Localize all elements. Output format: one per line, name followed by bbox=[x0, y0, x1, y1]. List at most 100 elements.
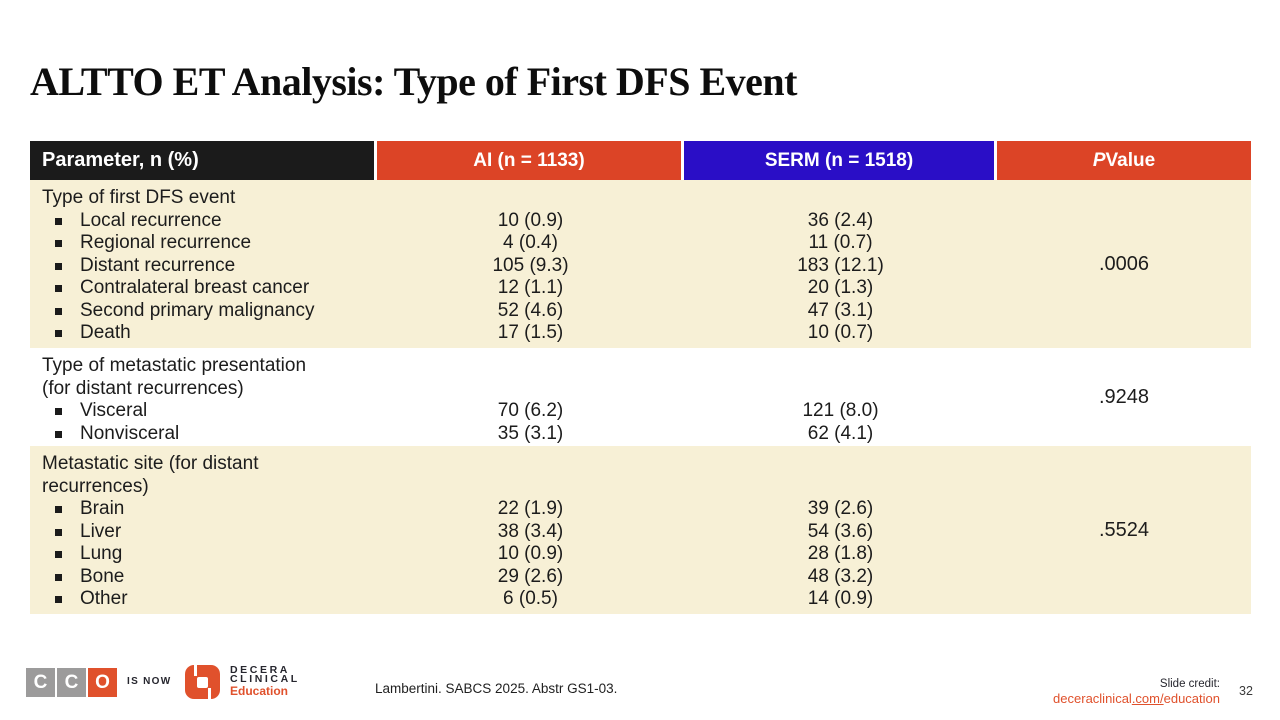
cell-value: 17 (1.5) bbox=[497, 322, 564, 343]
bullet-icon bbox=[55, 262, 62, 270]
cell-value: 39 (2.6) bbox=[807, 498, 874, 519]
bullet-icon bbox=[55, 285, 62, 292]
decera-wordmark: DECERA CLINICAL Education bbox=[230, 664, 300, 698]
row-item: Contralateral breast cancer bbox=[42, 277, 369, 300]
p-value-cell: .5524 bbox=[997, 446, 1251, 614]
row-item-label: Death bbox=[80, 322, 131, 343]
value-spacer bbox=[684, 187, 997, 210]
cell-value: 6 (0.5) bbox=[503, 588, 558, 609]
row-item: Regional recurrence bbox=[42, 232, 369, 255]
row-item-label: Nonvisceral bbox=[80, 422, 180, 444]
table-row: Type of metastatic presentation (for dist… bbox=[30, 348, 1251, 446]
is-now-label: IS NOW bbox=[127, 676, 172, 687]
slide-credit-label: Slide credit: bbox=[1159, 678, 1220, 690]
cell-value: 4 (0.4) bbox=[503, 232, 558, 253]
cell-value: 183 (12.1) bbox=[797, 254, 884, 276]
cell-value: 54 (3.6) bbox=[807, 520, 874, 542]
bullet-icon bbox=[55, 596, 62, 603]
p-value: .5524 bbox=[1098, 518, 1150, 541]
slide-credit: Slide credit: deceraclinical.com/educati… bbox=[1053, 678, 1220, 706]
cell-value: 121 (8.0) bbox=[802, 400, 879, 421]
decera-line3: Education bbox=[230, 684, 289, 698]
bullet-icon bbox=[55, 307, 62, 315]
decera-line2: CLINICAL bbox=[230, 673, 300, 685]
decera-line1: DECERA bbox=[230, 664, 290, 676]
slide-credit-link[interactable]: deceraclinical.com/education bbox=[1053, 691, 1220, 706]
cell-value: 52 (4.6) bbox=[497, 299, 564, 321]
row-item: Bone bbox=[42, 566, 369, 589]
table-body: Type of first DFS event Local recurrence R… bbox=[30, 180, 1251, 614]
table-row: Metastatic site (for distant recurrences)… bbox=[30, 446, 1251, 614]
row-item: Visceral bbox=[42, 400, 369, 423]
row-item-label: Visceral bbox=[80, 400, 148, 421]
cell-value: 20 (1.3) bbox=[807, 277, 874, 298]
row-item-label: Other bbox=[80, 588, 128, 609]
p-value-rest: Value bbox=[1105, 149, 1156, 171]
row-item-label: Brain bbox=[80, 498, 125, 519]
row-item-label: Local recurrence bbox=[80, 209, 222, 231]
row-item: Other bbox=[42, 588, 369, 611]
cell-value: 35 (3.1) bbox=[497, 422, 564, 444]
cco-letter-o: O bbox=[88, 668, 117, 697]
row-item-label: Second primary malignancy bbox=[80, 299, 315, 321]
row-group-label: (for distant recurrences) bbox=[42, 377, 244, 399]
cell-value: 22 (1.9) bbox=[497, 498, 564, 519]
row-item: Lung bbox=[42, 543, 369, 566]
cco-logo: C C O bbox=[26, 668, 117, 697]
row-item: Brain bbox=[42, 498, 369, 521]
data-table: Parameter, n (%) AI (n = 1133) SERM (n =… bbox=[30, 141, 1251, 614]
page-number: 32 bbox=[1239, 684, 1253, 698]
header-ai: AI (n = 1133) bbox=[377, 141, 684, 180]
row-parameter-cell: Type of first DFS event Local recurrence R… bbox=[30, 180, 377, 348]
bullet-icon bbox=[55, 217, 62, 225]
cco-letter-c2: C bbox=[57, 668, 86, 697]
row-item: Second primary malignancy bbox=[42, 300, 369, 323]
row-item-label: Liver bbox=[80, 520, 122, 542]
serm-values-cell: 39 (2.6) 54 (3.6) 28 (1.8) 48 (3.2) 14 (0.9) bbox=[684, 446, 997, 614]
row-item-label: Distant recurrence bbox=[80, 254, 236, 276]
ai-values-cell: 22 (1.9) 38 (3.4) 10 (0.9) 29 (2.6) 6 (0.5) bbox=[377, 446, 684, 614]
bullet-icon bbox=[55, 506, 62, 513]
ai-values-cell: 70 (6.2) 35 (3.1) bbox=[377, 348, 684, 446]
p-value-cell: .0006 bbox=[997, 180, 1251, 348]
row-group-label: Metastatic site (for distant bbox=[42, 453, 259, 474]
row-group-label: Type of metastatic presentation bbox=[42, 355, 307, 376]
decera-logo-slit bbox=[208, 688, 211, 699]
cell-value: 11 (0.7) bbox=[808, 232, 873, 253]
cell-value: 70 (6.2) bbox=[497, 400, 564, 421]
ai-values-cell: 10 (0.9) 4 (0.4) 105 (9.3) 12 (1.1) 52 (4.6)… bbox=[377, 180, 684, 348]
decera-logo-slit bbox=[194, 665, 197, 676]
p-value: .0006 bbox=[1098, 252, 1150, 275]
cell-value: 10 (0.7) bbox=[807, 322, 874, 343]
row-item: Distant recurrence bbox=[42, 255, 369, 278]
serm-values-cell: 36 (2.4) 11 (0.7) 183 (12.1) 20 (1.3) 47 (3.… bbox=[684, 180, 997, 348]
bullet-icon bbox=[55, 330, 62, 337]
value-spacer bbox=[377, 187, 684, 210]
bullet-icon bbox=[55, 551, 62, 558]
cco-letter-c1: C bbox=[26, 668, 55, 697]
row-parameter-cell: Metastatic site (for distant recurrences)… bbox=[30, 446, 377, 614]
p-value-italic: P bbox=[1092, 149, 1106, 171]
header-p-value: P Value bbox=[997, 141, 1251, 180]
cell-value: 28 (1.8) bbox=[807, 543, 874, 564]
p-value: .9248 bbox=[1098, 385, 1150, 408]
row-group-label: Type of first DFS event bbox=[42, 187, 236, 208]
table-row: Type of first DFS event Local recurrence R… bbox=[30, 180, 1251, 348]
cell-value: 48 (3.2) bbox=[807, 565, 874, 587]
bullet-icon bbox=[55, 528, 62, 536]
value-spacer bbox=[684, 453, 997, 498]
bullet-icon bbox=[55, 430, 62, 438]
cell-value: 105 (9.3) bbox=[492, 254, 569, 276]
cell-value: 29 (2.6) bbox=[497, 565, 564, 587]
cell-value: 12 (1.1) bbox=[497, 277, 564, 298]
row-item: Local recurrence bbox=[42, 210, 369, 233]
header-serm: SERM (n = 1518) bbox=[684, 141, 997, 180]
cell-value: 47 (3.1) bbox=[807, 299, 874, 321]
value-spacer bbox=[684, 355, 997, 400]
cell-value: 62 (4.1) bbox=[807, 422, 874, 444]
citation-text: Lambertini. SABCS 2025. Abstr GS1-03. bbox=[375, 681, 618, 696]
row-item: Liver bbox=[42, 521, 369, 544]
cell-value: 36 (2.4) bbox=[807, 209, 874, 231]
row-group-label: recurrences) bbox=[42, 475, 149, 497]
